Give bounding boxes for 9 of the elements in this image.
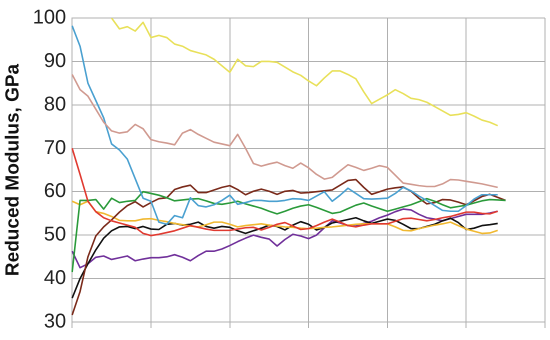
y-tick-label: 100 xyxy=(32,6,66,29)
y-tick-label: 30 xyxy=(44,310,66,333)
y-tick-label: 60 xyxy=(44,180,66,202)
y-axis-title: Reduced Modulus, GPa xyxy=(2,63,24,276)
y-tick-label: 40 xyxy=(44,267,66,290)
y-tick-label: 80 xyxy=(44,93,66,116)
y-tick-label: 50 xyxy=(44,224,66,246)
y-tick-label: 70 xyxy=(44,136,66,159)
y-tick-label: 90 xyxy=(44,50,66,72)
